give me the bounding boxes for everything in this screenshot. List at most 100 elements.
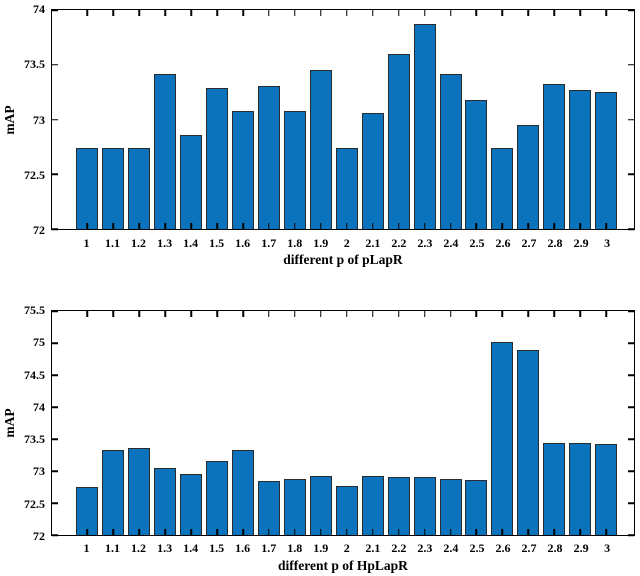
bar-2 [335, 147, 358, 229]
x-tick-label: 2.3 [417, 541, 433, 555]
x-tick-label: 1.5 [209, 236, 225, 250]
x-axis-tick [579, 223, 581, 229]
x-axis-tick [423, 529, 426, 535]
y-axis-title: mAP [2, 408, 17, 438]
x-tick-label: 1.6 [235, 236, 251, 250]
x-axis-tick [294, 529, 296, 535]
y-axis-tick [52, 438, 58, 440]
y-axis-tick [628, 173, 634, 175]
x-tick-label: 1.7 [261, 541, 277, 555]
y-axis-tick [628, 118, 634, 121]
x-tick-label: 1.1 [105, 541, 121, 555]
x-tick-label: 1 [83, 541, 90, 555]
x-axis-tick [579, 529, 581, 535]
x-axis-tick [86, 311, 89, 317]
x-tick-label: 2.9 [573, 541, 589, 555]
x-tick-label: 1.1 [105, 236, 121, 250]
x-tick-label: 1.2 [131, 236, 147, 250]
x-axis-tick [423, 223, 426, 229]
x-axis-tick [190, 10, 192, 16]
x-axis-tick [164, 10, 166, 16]
bar-1.4 [180, 134, 203, 229]
x-tick-label: 3 [604, 541, 611, 555]
x-axis-tick [475, 10, 478, 16]
y-tick-label: 73 [33, 464, 45, 479]
bar-2.3 [413, 24, 436, 229]
y-tick-label: 75.5 [24, 303, 45, 317]
x-axis-tick [268, 10, 270, 16]
x-axis-tick [346, 223, 348, 229]
y-tick-label: 72 [33, 529, 45, 543]
x-tick-label: 1.5 [209, 541, 225, 555]
y-axis-tick [52, 502, 58, 504]
x-axis-tick [553, 223, 556, 229]
x-axis-tick [423, 10, 426, 16]
bar-2.9 [569, 89, 592, 229]
x-tick-label: 2.8 [547, 236, 563, 250]
x-tick-label: 1.9 [313, 236, 329, 250]
x-tick-label: 1.3 [157, 236, 173, 250]
x-axis-tick [527, 311, 530, 317]
x-axis-tick [397, 223, 400, 229]
x-axis-tick [164, 311, 166, 317]
bar-2.5 [465, 479, 488, 535]
bar-2.7 [517, 124, 540, 229]
x-axis-tick [397, 311, 400, 317]
x-axis-tick [553, 529, 556, 535]
x-axis-tick [371, 529, 374, 535]
x-tick-label: 1 [83, 236, 90, 250]
x-axis-tick [268, 529, 270, 535]
x-axis-tick [475, 223, 478, 229]
x-axis-tick [501, 529, 504, 535]
y-axis-tick [52, 118, 58, 121]
bar-3 [595, 92, 618, 229]
y-tick-label: 72.5 [24, 167, 45, 182]
bar-2.2 [387, 53, 410, 229]
x-axis-tick [268, 223, 270, 229]
x-axis-tick [371, 10, 374, 16]
x-axis-tick [242, 10, 244, 16]
y-tick-label: 74.5 [24, 367, 45, 382]
bar-1.8 [283, 110, 306, 229]
y-axis-tick [52, 9, 58, 11]
y-axis-tick [628, 502, 634, 504]
y-tick-label: 74 [33, 399, 45, 414]
x-axis-tick [527, 10, 530, 16]
x-axis-tick [294, 311, 296, 317]
bar-1.5 [206, 460, 229, 535]
y-axis-tick [52, 64, 58, 66]
y-axis-tick [628, 310, 634, 312]
bar-1.7 [257, 85, 280, 229]
x-axis-tick [527, 529, 530, 535]
y-axis-tick [628, 9, 634, 11]
x-axis-tick [371, 223, 374, 229]
x-axis-tick [449, 311, 452, 317]
x-tick-label: 2.2 [391, 541, 407, 555]
x-tick-label: 3 [604, 236, 611, 250]
x-axis-tick [397, 529, 400, 535]
y-tick-label: 74 [33, 2, 45, 16]
bar-2.1 [361, 112, 384, 229]
bar-1.9 [309, 70, 332, 229]
bar-1 [76, 487, 99, 535]
bar-1.6 [232, 110, 255, 229]
x-axis-tick [164, 223, 166, 229]
x-axis-tick [605, 311, 607, 317]
bar-3 [595, 444, 618, 535]
bar-2.5 [465, 99, 488, 229]
x-tick-label: 2.8 [547, 541, 563, 555]
y-axis-tick [628, 406, 634, 408]
x-axis-tick [605, 10, 607, 16]
x-axis-tick [190, 529, 192, 535]
x-axis-tick [242, 311, 244, 317]
x-axis-tick [423, 311, 426, 317]
y-axis-tick [52, 406, 58, 408]
x-axis-tick [501, 10, 504, 16]
x-axis-tick [371, 311, 374, 317]
x-tick-label: 2.5 [469, 541, 485, 555]
x-tick-label: 2.1 [365, 541, 381, 555]
x-tick-label: 2.4 [443, 541, 459, 555]
x-tick-label: 2.7 [521, 236, 537, 250]
y-axis-tick [52, 374, 58, 376]
